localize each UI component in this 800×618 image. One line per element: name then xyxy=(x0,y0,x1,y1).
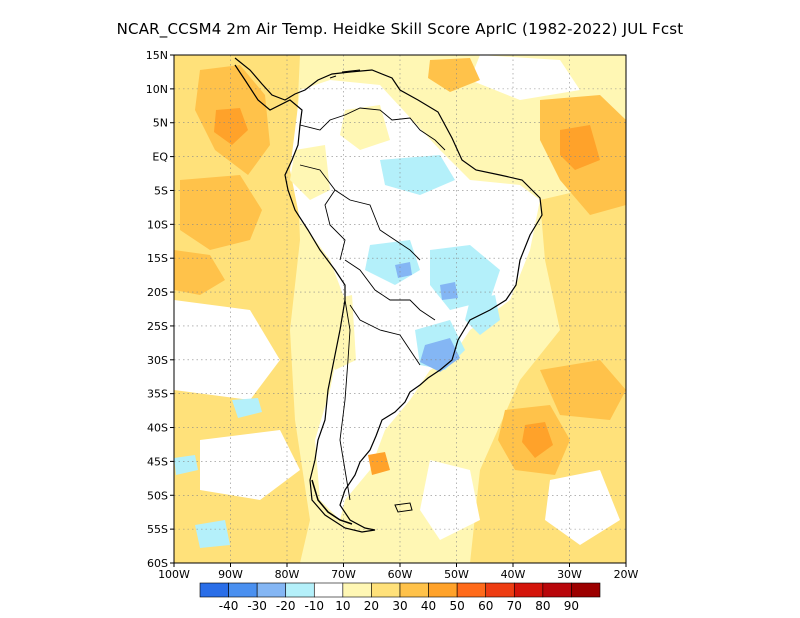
colorbar-label: 20 xyxy=(364,599,379,613)
longitude-axis: 100W 90W 80W 70W 60W 50W 40W 30W 20W xyxy=(158,563,639,581)
lat-tick-label: 30S xyxy=(147,354,168,367)
colorbar-swatch xyxy=(228,582,258,598)
lon-tick-label: 100W xyxy=(158,568,190,581)
colorbar-swatch xyxy=(285,582,315,598)
lat-tick-label: 60S xyxy=(147,557,168,570)
lat-tick-label: 10N xyxy=(146,83,168,96)
colorbar: -40 -30 -20 -10 10 20 30 40 50 60 70 80 90 xyxy=(199,582,601,613)
colorbar-label: 10 xyxy=(335,599,350,613)
colorbar-swatch xyxy=(571,582,601,598)
lat-tick-label: 25S xyxy=(147,320,168,333)
lat-tick-label: 45S xyxy=(147,455,168,468)
lat-tick-label: 10S xyxy=(147,218,168,231)
colorbar-swatch xyxy=(485,582,515,598)
lon-tick-label: 30W xyxy=(557,568,582,581)
lat-tick-label: 20S xyxy=(147,286,168,299)
colorbar-swatch xyxy=(399,582,429,598)
map-title: NCAR_CCSM4 2m Air Temp. Heidke Skill Sco… xyxy=(116,20,684,38)
colorbar-swatch xyxy=(542,582,572,598)
lon-tick-label: 60W xyxy=(388,568,413,581)
lat-tick-label: 40S xyxy=(147,422,168,435)
lat-tick-label: 15N xyxy=(146,49,168,62)
colorbar-label: -30 xyxy=(247,599,267,613)
lon-tick-label: 70W xyxy=(331,568,356,581)
lat-tick-label: EQ xyxy=(152,151,168,164)
colorbar-label: 30 xyxy=(392,599,407,613)
lat-tick-label: 15S xyxy=(147,252,168,265)
colorbar-swatch xyxy=(199,582,229,598)
colorbar-label: 70 xyxy=(507,599,522,613)
colorbar-label: 90 xyxy=(564,599,579,613)
colorbar-swatch xyxy=(313,582,344,598)
lon-tick-label: 40W xyxy=(501,568,526,581)
colorbar-label: 60 xyxy=(478,599,493,613)
lat-tick-label: 55S xyxy=(147,523,168,536)
colorbar-label: -20 xyxy=(276,599,296,613)
lon-tick-label: 50W xyxy=(444,568,469,581)
lon-tick-label: 20W xyxy=(614,568,639,581)
lat-tick-label: 5S xyxy=(154,184,168,197)
lon-tick-label: 80W xyxy=(275,568,300,581)
colorbar-label: 40 xyxy=(421,599,436,613)
colorbar-swatch xyxy=(428,582,458,598)
graticule xyxy=(174,55,626,563)
lon-tick-label: 90W xyxy=(218,568,243,581)
latitude-axis: 15N 10N 5N EQ 5S 10S 15S 20S 25S 30S 35S 40S 45S 50S 5… xyxy=(146,49,174,570)
colorbar-swatch xyxy=(371,582,401,598)
skill-field xyxy=(174,55,626,563)
lat-tick-label: 35S xyxy=(147,388,168,401)
colorbar-label: 80 xyxy=(535,599,550,613)
lat-tick-label: 5N xyxy=(153,117,168,130)
colorbar-label: 50 xyxy=(450,599,465,613)
colorbar-label: -40 xyxy=(219,599,239,613)
colorbar-label: -10 xyxy=(304,599,324,613)
colorbar-swatch xyxy=(456,582,487,598)
lat-tick-label: 50S xyxy=(147,489,168,502)
colorbar-swatch xyxy=(513,582,544,598)
coastlines xyxy=(234,57,543,533)
colorbar-swatch xyxy=(256,582,287,598)
colorbar-swatch xyxy=(342,582,372,598)
